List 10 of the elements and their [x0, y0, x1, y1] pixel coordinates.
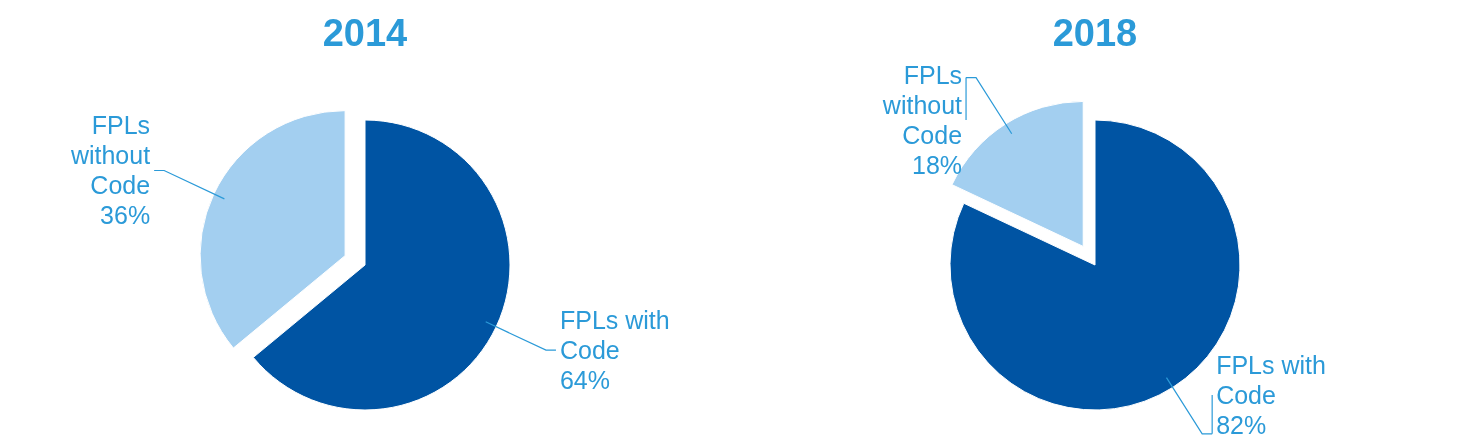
- data-label: 64%: [559, 366, 611, 395]
- data-label: 36%: [100, 201, 151, 230]
- slice-label: FPLs without Code: [69, 111, 151, 200]
- slice-label: FPLs with Code: [559, 306, 670, 365]
- chart-title: 2018: [1052, 12, 1138, 54]
- data-label: 82%: [1216, 411, 1267, 439]
- data-label: 18%: [912, 151, 963, 179]
- chart-title: 2014: [322, 12, 408, 54]
- slice-label: FPLs with Code: [1216, 351, 1326, 409]
- slice-label: FPLs without Code: [881, 61, 963, 149]
